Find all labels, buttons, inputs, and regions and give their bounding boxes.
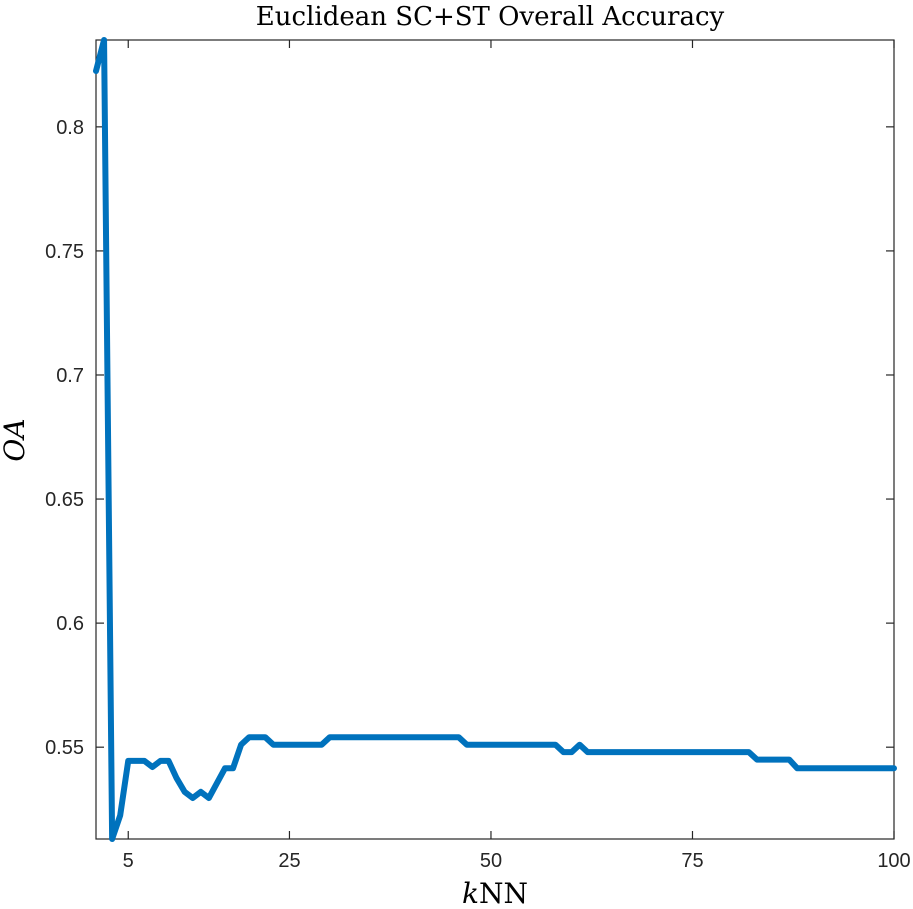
x-tick-label: 5 <box>123 850 134 872</box>
y-tick-label: 0.75 <box>45 241 84 263</box>
y-tick-label: 0.65 <box>45 489 84 511</box>
y-tick-label: 0.55 <box>45 737 84 759</box>
data-points <box>96 40 894 839</box>
x-tick-label: 25 <box>278 850 300 872</box>
y-axis-label: OA <box>0 418 31 461</box>
chart-title: Euclidean SC+ST Overall Accuracy <box>256 2 725 32</box>
x-axis-label: kNN <box>462 877 528 909</box>
y-tick-label: 0.7 <box>56 365 84 387</box>
y-tick-label: 0.6 <box>56 613 84 635</box>
x-tick-label: 100 <box>877 850 910 872</box>
x-axis-label-italic: k <box>462 877 479 909</box>
series-line <box>93 37 897 842</box>
x-axis-label-rest: NN <box>479 877 528 909</box>
x-tick-label: 75 <box>681 850 703 872</box>
x-tick-label: 50 <box>480 850 502 872</box>
y-tick-label: 0.8 <box>56 117 84 139</box>
axes-box <box>95 39 895 840</box>
ticks: 5 25 50 75 100 0.55 0.6 0.65 0.7 0.75 0.8 <box>45 40 911 872</box>
